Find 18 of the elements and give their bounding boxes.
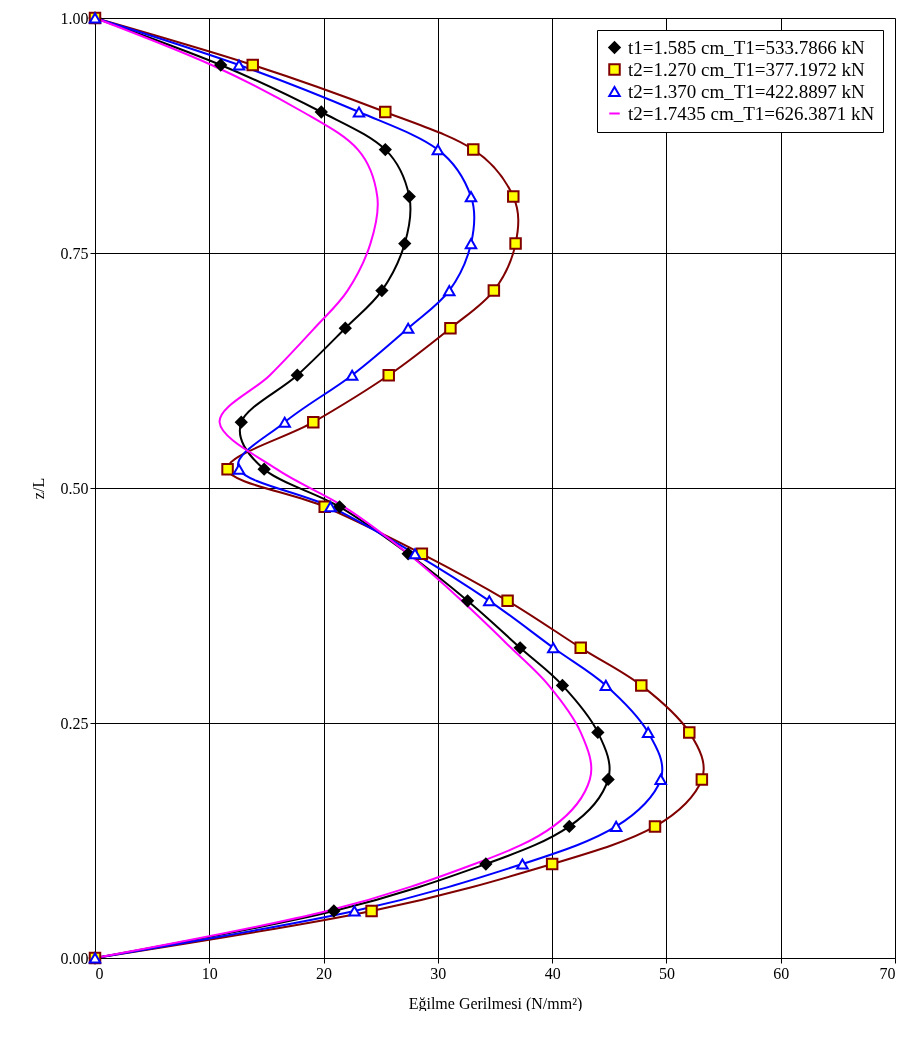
legend-label: t2=1.270 cm_T1=377.1972 kN xyxy=(628,58,866,80)
x-tick-label: 0 xyxy=(95,964,104,982)
y-tick-label: 0.75 xyxy=(60,244,89,262)
legend-label: t1=1.585 cm_T1=533.7866 kN xyxy=(628,36,866,58)
x-tick-label: 50 xyxy=(658,964,675,982)
legend-label: t2=1.370 cm_T1=422.8897 kN xyxy=(628,80,866,102)
y-axis-title: z/L xyxy=(29,477,47,500)
y-tick-label: 1.00 xyxy=(60,9,89,27)
x-tick-label: 10 xyxy=(201,964,218,982)
x-tick-label: 30 xyxy=(430,964,447,982)
x-tick-label: 40 xyxy=(544,964,561,982)
x-tick-label: 70 xyxy=(879,964,896,982)
legend-label: t2=1.7435 cm_T1=626.3871 kN xyxy=(628,102,875,124)
y-tick-label: 0.25 xyxy=(60,714,89,732)
x-tick-label: 60 xyxy=(773,964,790,982)
y-tick-label: 0.50 xyxy=(60,479,89,497)
y-tick-label: 0.00 xyxy=(60,949,89,967)
x-tick-label: 20 xyxy=(316,964,333,982)
